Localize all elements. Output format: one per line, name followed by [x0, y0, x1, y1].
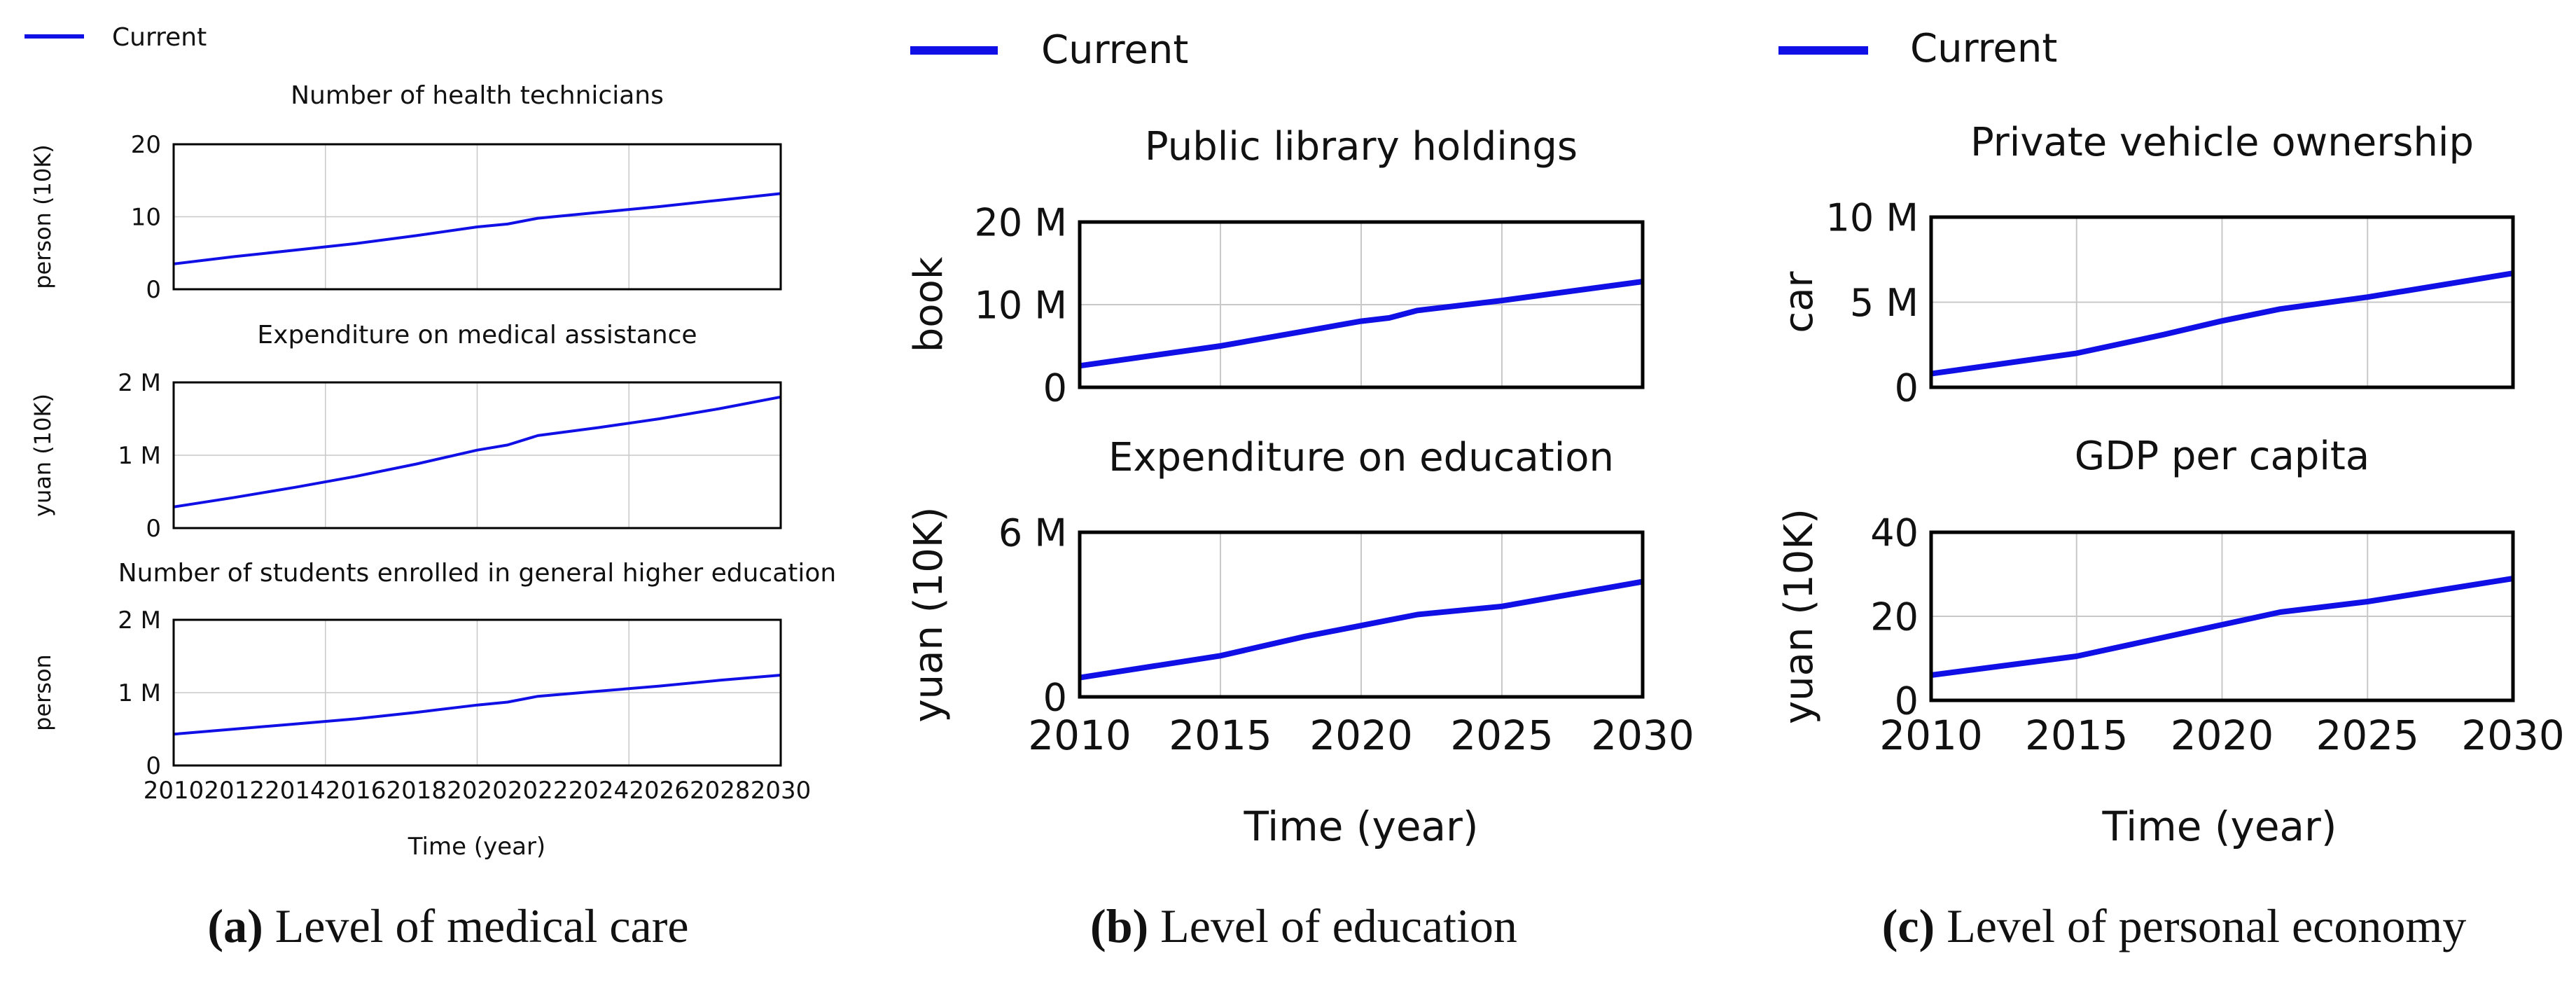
legend-label-current: Current [1041, 27, 1188, 73]
y-axis-label: car [1776, 270, 1822, 333]
y-tick-label: 2 M [118, 607, 161, 635]
x-tick-label: 2030 [2461, 712, 2565, 759]
plot-frame [1078, 220, 1645, 389]
y-tick-label: 0 [146, 515, 161, 543]
panel-caption: (a) Level of medical care [207, 899, 688, 952]
x-tick-label: 2022 [508, 777, 569, 805]
y-tick-label: 0 [1043, 675, 1067, 719]
x-tick-label: 2014 [265, 777, 326, 805]
x-tick-label: 2015 [2025, 712, 2129, 759]
x-axis-label: Time (year) [1243, 803, 1478, 850]
x-tick-label: 2010 [1028, 712, 1132, 759]
y-tick-label: 40 [1870, 511, 1919, 555]
subplot-title: Expenditure on education [1108, 435, 1614, 480]
series-line-current [173, 192, 781, 265]
y-tick-label: 0 [1043, 366, 1067, 410]
x-tick-label: 2025 [2316, 712, 2419, 759]
legend-label-current: Current [1910, 26, 2057, 71]
subplot-a-1: Number of health technicians 0 10 20 person … [29, 81, 782, 304]
y-axis-label: yuan (10K) [906, 507, 952, 723]
panel-caption: (c) Level of personal economy [1882, 899, 2467, 952]
y-tick-label: 5 M [1850, 281, 1919, 325]
y-axis-label: book [906, 256, 952, 352]
y-tick-label: 20 [1870, 595, 1919, 639]
subplot-b-1: Public library holdings 0 10 M 20 M book [906, 124, 1645, 410]
y-tick-label: 20 [131, 131, 161, 159]
x-tick-label: 2010 [1879, 712, 1983, 759]
subplot-title: Private vehicle ownership [1970, 120, 2474, 165]
x-tick-label: 2026 [629, 777, 690, 805]
caption-letter: (c) [1882, 899, 1935, 952]
plot-frame [172, 143, 782, 291]
panel-a: Current Number of health technicians 0 10 20… [25, 23, 836, 952]
y-axis-label: person [29, 654, 56, 731]
subplot-c-2: GDP per capita 0 20 40 yuan (10K) 2010 2015 202… [1776, 434, 2565, 759]
y-tick-label: 10 M [975, 283, 1067, 327]
plot-frame [172, 618, 782, 767]
caption-text: Level of personal economy [1935, 899, 2466, 952]
plot-frame [1929, 215, 2515, 389]
subplot-a-3: Number of students enrolled in general h… [29, 559, 836, 805]
caption-text: Level of education [1148, 899, 1517, 952]
x-tick-label: 2030 [1591, 712, 1694, 759]
subplot-title: Expenditure on medical assistance [257, 321, 697, 349]
y-tick-label: 1 M [118, 679, 161, 707]
plot-frame [1929, 530, 2515, 702]
plot-frame [1078, 530, 1645, 699]
y-tick-label: 20 M [975, 200, 1067, 244]
subplot-b-2: Expenditure on education 0 6 M yuan (10K) 20… [906, 435, 1694, 759]
y-tick-label: 10 [131, 204, 161, 232]
subplot-title: GDP per capita [2075, 434, 2369, 479]
subplot-title: Public library holdings [1145, 124, 1578, 169]
series-line-current [1079, 578, 1643, 681]
plot-frame [172, 381, 782, 529]
subplot-title: Number of health technicians [291, 81, 664, 110]
panel-b: Current Public library holdings 0 10 M 20 M b… [906, 27, 1694, 952]
y-tick-label: 0 [1895, 679, 1919, 723]
x-tick-label: 2020 [447, 777, 508, 805]
x-tick-label: 2012 [204, 777, 265, 805]
legend-label-current: Current [112, 23, 207, 52]
y-tick-label: 1 M [118, 442, 161, 470]
series-line-current [173, 674, 781, 736]
y-tick-label: 2 M [118, 369, 161, 397]
x-axis-label: Time (year) [2101, 803, 2337, 850]
y-axis-label: yuan (10K) [1776, 508, 1822, 724]
x-tick-label: 2030 [751, 777, 812, 805]
x-tick-label: 2028 [690, 777, 751, 805]
x-tick-label: 2020 [1309, 712, 1413, 759]
panel-c: Current Private vehicle ownership 0 5 M 10 M… [1776, 26, 2565, 952]
caption-letter: (a) [207, 899, 263, 952]
x-tick-label: 2010 [144, 777, 204, 805]
subplot-a-2: Expenditure on medical assistance 0 1 M 2 M… [29, 321, 782, 543]
x-tick-label: 2025 [1450, 712, 1554, 759]
y-tick-label: 0 [146, 276, 161, 304]
x-tick-label: 2015 [1169, 712, 1272, 759]
y-tick-label: 10 M [1826, 195, 1919, 240]
x-tick-label: 2020 [2171, 712, 2274, 759]
series-line-current [1930, 576, 2514, 678]
caption-letter: (b) [1090, 899, 1148, 952]
y-axis-label: person (10K) [29, 144, 56, 289]
y-tick-label: 0 [1895, 366, 1919, 410]
y-tick-label: 0 [146, 752, 161, 780]
series-line-current [1930, 270, 2514, 377]
x-tick-label: 2016 [326, 777, 387, 805]
x-axis-label: Time (year) [408, 833, 545, 861]
y-axis-label: yuan (10K) [29, 394, 56, 517]
x-tick-label: 2024 [569, 777, 629, 805]
subplot-title: Number of students enrolled in general h… [118, 559, 837, 588]
x-tick-label: 2018 [387, 777, 447, 805]
panel-caption: (b) Level of education [1090, 899, 1517, 952]
y-tick-label: 6 M [998, 511, 1067, 555]
caption-text: Level of medical care [263, 899, 689, 952]
series-line-current [173, 395, 781, 508]
series-line-current [1079, 279, 1643, 369]
